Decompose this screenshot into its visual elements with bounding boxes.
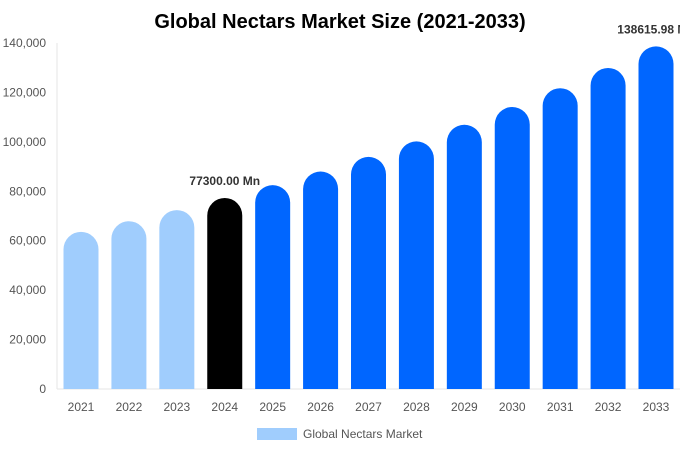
y-tick-label: 0 xyxy=(39,382,46,396)
bar-2027[interactable] xyxy=(351,156,386,389)
bar-2022[interactable] xyxy=(111,221,147,389)
legend[interactable]: Global Nectars Market xyxy=(257,427,423,441)
y-tick-label: 20,000 xyxy=(9,333,46,347)
bars xyxy=(63,46,674,390)
bar-2028[interactable] xyxy=(398,141,434,389)
legend-swatch xyxy=(257,428,297,440)
x-tick-label: 2033 xyxy=(643,400,670,414)
x-tick-label: 2032 xyxy=(595,400,622,414)
x-axis: 2021 2022 2023 2024 2025 2026 2027 2028 2029 2030… xyxy=(68,400,670,414)
bar-2026[interactable] xyxy=(303,171,339,389)
bar-2023[interactable] xyxy=(159,210,195,389)
bar-2029[interactable] xyxy=(446,124,482,389)
bar-2024[interactable] xyxy=(207,197,243,389)
bar-2033[interactable] xyxy=(638,46,674,390)
y-axis: 0 20,000 40,000 60,000 80,000 100,000 120,000 1… xyxy=(3,36,680,396)
bar-2031[interactable] xyxy=(542,88,578,389)
bar-2025[interactable] xyxy=(255,185,291,389)
x-tick-label: 2025 xyxy=(259,400,286,414)
y-tick-label: 120,000 xyxy=(3,85,47,99)
x-tick-label: 2029 xyxy=(451,400,478,414)
y-tick-label: 80,000 xyxy=(9,184,46,198)
data-labels: 77300.00 Mn 138615.98 Mn xyxy=(189,22,680,188)
y-tick-label: 60,000 xyxy=(9,234,46,248)
bar-2021[interactable] xyxy=(63,231,99,389)
data-label-2033: 138615.98 Mn xyxy=(617,22,680,36)
x-tick-label: 2027 xyxy=(355,400,382,414)
y-tick-label: 140,000 xyxy=(3,36,47,50)
x-tick-label: 2022 xyxy=(116,400,143,414)
chart-title: Global Nectars Market Size (2021-2033) xyxy=(154,11,525,33)
x-tick-label: 2031 xyxy=(547,400,574,414)
legend-label: Global Nectars Market xyxy=(303,427,423,441)
data-label-2024: 77300.00 Mn xyxy=(189,174,260,188)
x-tick-label: 2024 xyxy=(211,400,238,414)
y-tick-label: 40,000 xyxy=(9,283,46,297)
x-tick-label: 2028 xyxy=(403,400,430,414)
x-tick-label: 2030 xyxy=(499,400,526,414)
bar-2030[interactable] xyxy=(494,107,530,389)
bar-2032[interactable] xyxy=(590,67,626,389)
x-tick-label: 2023 xyxy=(163,400,190,414)
x-tick-label: 2021 xyxy=(68,400,95,414)
x-tick-label: 2026 xyxy=(307,400,334,414)
y-tick-label: 100,000 xyxy=(3,135,47,149)
